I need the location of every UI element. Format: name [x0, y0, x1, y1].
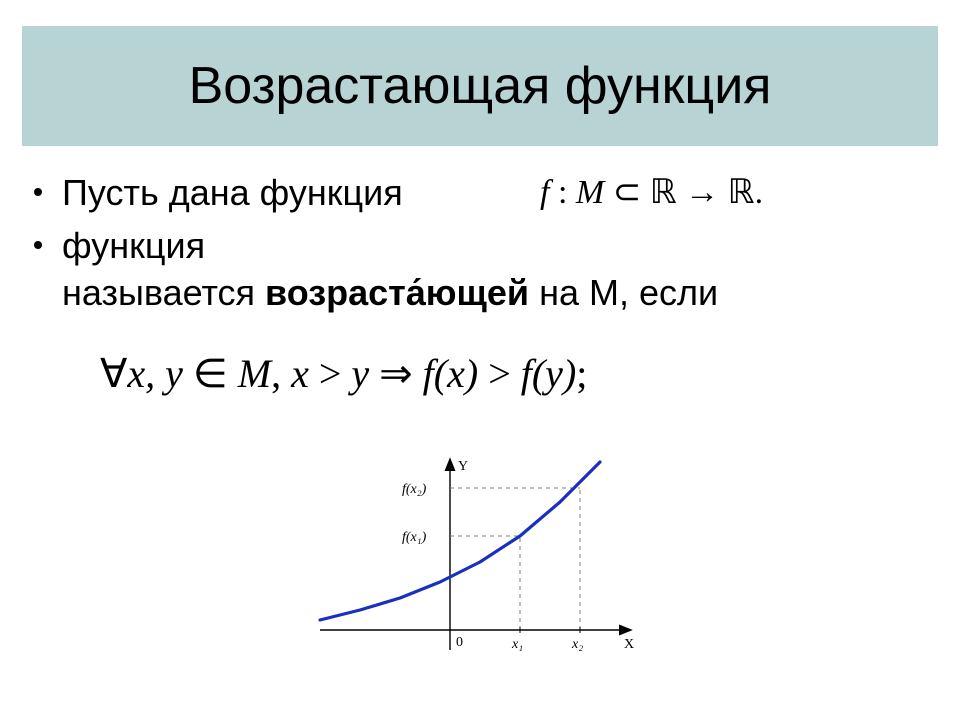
svg-text:x₁: x₁ — [511, 637, 523, 652]
in: ∈ — [183, 351, 238, 396]
svg-text:X: X — [624, 637, 634, 652]
formula-domain: f : M ⊂ ℝ → ℝ. — [540, 172, 763, 212]
increasing-graph: Y X 0 x₁ x₂ f(x₁) f(x₂) — [300, 450, 660, 680]
b2-bold: возраста́ющей — [255, 272, 539, 313]
R2: ℝ — [728, 174, 755, 211]
bullet-2: функция называется возраста́ющей на M, ес… — [34, 223, 926, 317]
slide-body: Пусть дана функция функция называется воз… — [34, 170, 926, 322]
graph-svg: Y X 0 x₁ x₂ f(x₁) f(x₂) — [300, 450, 660, 680]
svg-text:f(x₁): f(x₁) — [402, 530, 427, 545]
svg-text:x₂: x₂ — [571, 637, 583, 652]
semi: ; — [576, 351, 587, 396]
svg-text:f(x₂): f(x₂) — [402, 482, 427, 497]
R1: ℝ — [650, 174, 677, 211]
subset: ⊂ — [604, 174, 650, 211]
bullet-1: Пусть дана функция — [34, 170, 926, 217]
M2: M — [238, 351, 271, 396]
fy: f(y) — [521, 351, 577, 396]
xy: x, y — [127, 351, 183, 396]
gt1: > — [309, 351, 352, 396]
colon: : — [549, 174, 575, 211]
b2-line2c: на M, если — [539, 272, 718, 313]
svg-text:Y: Y — [458, 459, 468, 474]
bullet-dot — [34, 188, 42, 196]
b2-line2a: называется — [62, 272, 255, 313]
bullet-2-text: функция называется возраста́ющей на M, ес… — [62, 223, 718, 317]
gt2: > — [478, 351, 521, 396]
b2-line1: функция — [62, 225, 205, 266]
arrow: → — [677, 174, 728, 211]
slide: Возрастающая функция Пусть дана функция … — [0, 0, 960, 720]
title-band: Возрастающая функция — [22, 26, 938, 146]
y: y — [351, 351, 369, 396]
comma: , — [271, 351, 291, 396]
fx: f(x) — [423, 351, 479, 396]
imp: ⇒ — [369, 351, 423, 396]
x: x — [291, 351, 309, 396]
slide-title: Возрастающая функция — [189, 56, 772, 116]
formula-increasing: ∀x, y ∈ M, x > y ⇒ f(x) > f(y); — [100, 350, 587, 397]
forall: ∀ — [100, 351, 127, 396]
bullet-dot — [34, 241, 42, 249]
M: M — [576, 174, 604, 211]
bullet-1-text: Пусть дана функция — [62, 170, 403, 217]
svg-text:0: 0 — [456, 635, 463, 650]
dot: . — [755, 174, 764, 211]
